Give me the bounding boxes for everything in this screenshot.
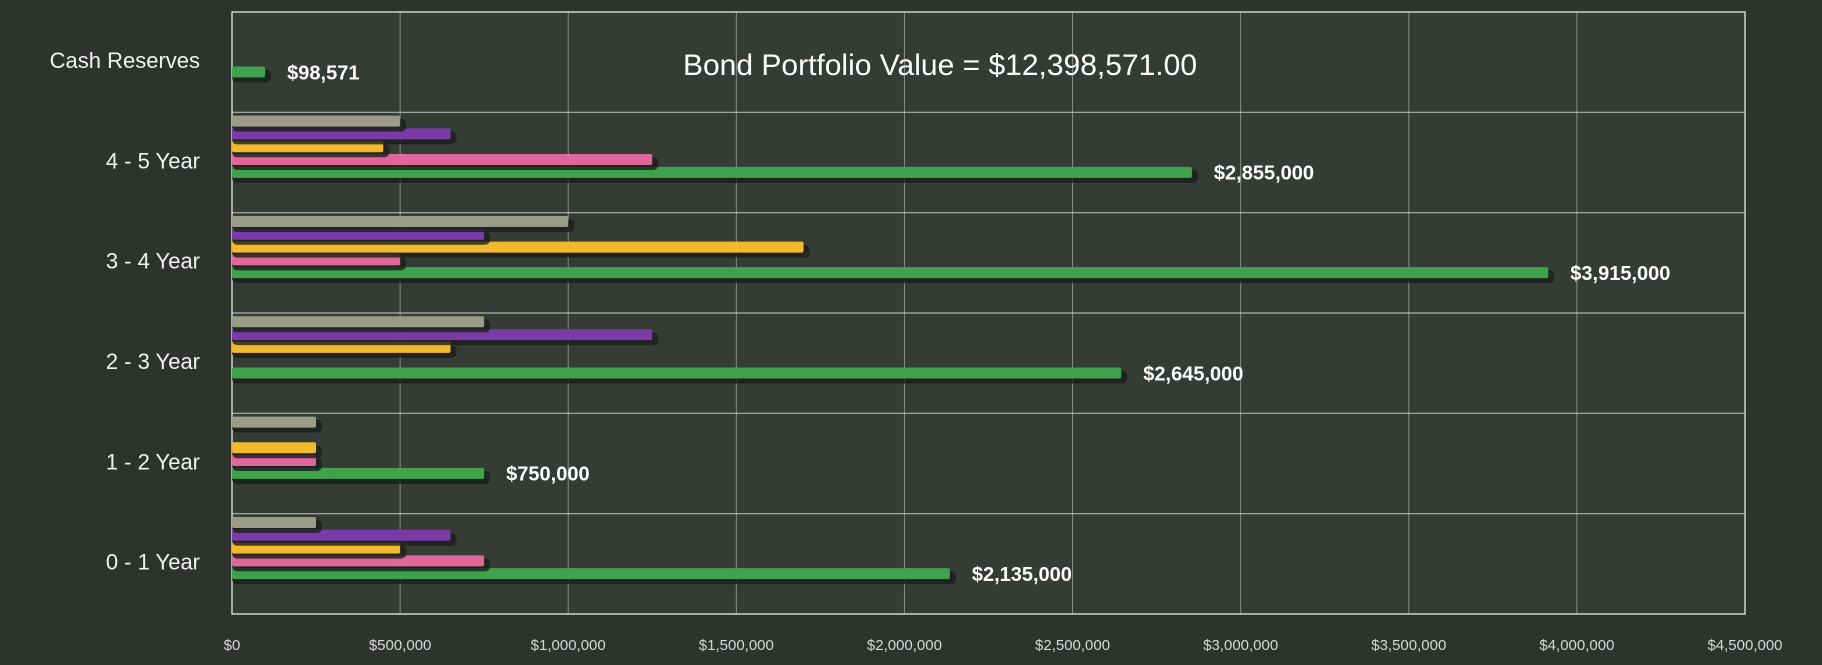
x-tick-label: $500,000 xyxy=(369,637,432,654)
bar xyxy=(232,215,569,227)
x-tick-label: $3,500,000 xyxy=(1371,637,1446,654)
category-label: 1 - 2 Year xyxy=(106,449,200,474)
x-tick-label: $4,000,000 xyxy=(1539,637,1614,654)
x-tick-label: $2,500,000 xyxy=(1035,637,1110,654)
category-label: 3 - 4 Year xyxy=(106,249,200,274)
bar xyxy=(232,416,317,428)
value-label: $2,135,000 xyxy=(972,564,1072,586)
category-label: Cash Reserves xyxy=(50,48,200,73)
bar xyxy=(232,442,317,454)
x-tick-label: $2,000,000 xyxy=(867,637,942,654)
category-label: 4 - 5 Year xyxy=(106,148,200,173)
value-label: $3,915,000 xyxy=(1570,263,1670,285)
category-label: 0 - 1 Year xyxy=(106,550,200,575)
x-tick-label: $0 xyxy=(224,637,241,654)
bar xyxy=(232,267,1549,279)
bar xyxy=(232,316,485,328)
x-tick-label: $1,500,000 xyxy=(699,637,774,654)
bar xyxy=(232,516,317,528)
bar xyxy=(232,367,1122,379)
category-label: 2 - 3 Year xyxy=(106,349,200,374)
x-tick-label: $1,000,000 xyxy=(531,637,606,654)
chart-title: Bond Portfolio Value = $12,398,571.00 xyxy=(683,49,1197,82)
value-label: $2,645,000 xyxy=(1143,363,1243,385)
value-label: $2,855,000 xyxy=(1214,163,1314,185)
x-tick-label: $4,500,000 xyxy=(1707,637,1782,654)
bar xyxy=(232,115,401,127)
bar xyxy=(232,66,266,78)
value-label: $98,571 xyxy=(287,62,359,84)
value-label: $750,000 xyxy=(506,464,589,486)
x-tick-label: $3,000,000 xyxy=(1203,637,1278,654)
